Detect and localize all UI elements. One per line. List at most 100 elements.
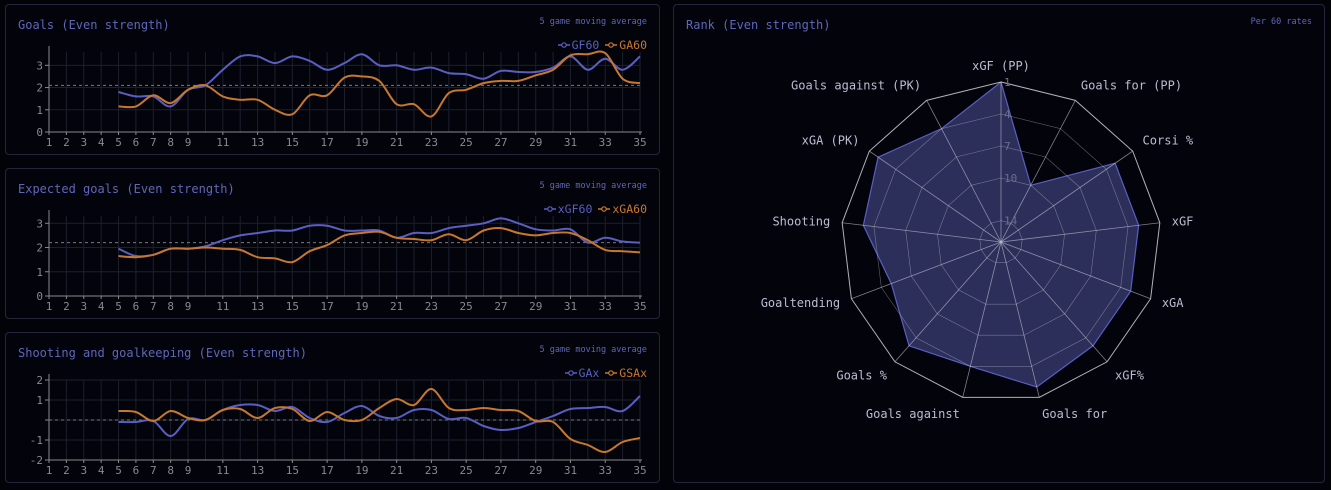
- radar-ring: [905, 145, 1097, 336]
- xgoals-panel-note: 5 game moving average: [539, 181, 647, 191]
- xgoals-panel-title: Expected goals (Even strength): [18, 182, 235, 196]
- series-line-GA60: [118, 50, 641, 118]
- x-tick-label: 31: [564, 136, 577, 149]
- radar-rank-label: 7: [1004, 140, 1011, 153]
- radar-spoke: [869, 150, 1002, 243]
- shooting-legend: GAx GSAx: [559, 366, 647, 380]
- x-tick-label: 35: [633, 300, 646, 313]
- radar-spoke: [926, 100, 1002, 243]
- x-tick-label: 9: [185, 136, 192, 149]
- shooting-panel-note: 5 game moving average: [539, 345, 647, 355]
- legend-swatch: [605, 42, 618, 48]
- radar-axis-label: xGF: [1172, 214, 1194, 228]
- legend-swatch: [598, 206, 611, 212]
- x-tick-label: 21: [390, 300, 403, 313]
- x-tick-label: 29: [529, 136, 542, 149]
- radar-spoke: [1000, 241, 1151, 300]
- x-tick-label: 25: [460, 300, 473, 313]
- x-tick-label: 3: [80, 136, 87, 149]
- radar-axis-label: Corsi %: [1143, 133, 1194, 147]
- x-tick-label: 21: [390, 136, 403, 149]
- radar-axis-label: xGA: [1162, 296, 1184, 310]
- x-tick-label: 2: [63, 464, 70, 477]
- x-tick-label: 13: [251, 300, 264, 313]
- legend-label: GSAx: [619, 366, 647, 380]
- y-tick-label: 0: [36, 290, 43, 303]
- legend-item[interactable]: GAx: [564, 366, 599, 380]
- x-tick-label: 15: [286, 136, 299, 149]
- x-tick-label: 33: [599, 136, 612, 149]
- x-tick-label: 13: [251, 136, 264, 149]
- radar-axis-label: xGA (PK): [802, 133, 860, 147]
- legend-item[interactable]: GF60: [557, 38, 599, 52]
- shooting-panel: Shooting and goalkeeping (Even strength)…: [5, 332, 660, 483]
- legend-swatch: [543, 206, 556, 212]
- x-tick-label: 15: [286, 300, 299, 313]
- x-tick-label: 25: [460, 464, 473, 477]
- x-tick-label: 7: [150, 136, 157, 149]
- x-tick-label: 2: [63, 136, 70, 149]
- radar-axis-label: Goals %: [836, 369, 887, 383]
- radar-spoke: [842, 222, 1002, 243]
- x-tick-label: 29: [529, 464, 542, 477]
- x-tick-label: 11: [216, 136, 229, 149]
- x-tick-label: 33: [599, 464, 612, 477]
- x-tick-label: 31: [564, 464, 577, 477]
- x-tick-label: 3: [80, 300, 87, 313]
- x-tick-label: 23: [425, 136, 438, 149]
- y-tick-label: 0: [36, 126, 43, 139]
- radar-axis-label: xGF (PP): [972, 59, 1030, 73]
- y-tick-label: 2: [36, 242, 43, 255]
- y-tick-label: 1: [36, 266, 43, 279]
- x-tick-label: 6: [133, 136, 140, 149]
- radar-rank-label: 4: [1004, 108, 1011, 121]
- y-tick-label: -2: [30, 454, 43, 467]
- x-tick-label: 33: [599, 300, 612, 313]
- x-tick-label: 23: [425, 300, 438, 313]
- legend-item[interactable]: GSAx: [605, 366, 647, 380]
- x-tick-label: 4: [98, 464, 105, 477]
- x-tick-label: 4: [98, 136, 105, 149]
- radar-ring: [979, 220, 1023, 264]
- legend-swatch: [605, 370, 618, 376]
- legend-item[interactable]: GA60: [605, 38, 647, 52]
- x-tick-label: 35: [633, 464, 646, 477]
- x-tick-label: 27: [494, 300, 507, 313]
- x-tick-label: 17: [320, 300, 333, 313]
- x-tick-label: 3: [80, 464, 87, 477]
- series-line-xGA60: [118, 227, 641, 264]
- xgoals-panel: Expected goals (Even strength) 5 game mo…: [5, 168, 660, 319]
- x-tick-label: 2: [63, 300, 70, 313]
- radar-spoke: [962, 241, 1002, 398]
- x-tick-label: 27: [494, 136, 507, 149]
- x-tick-label: 6: [133, 464, 140, 477]
- radar-spoke: [894, 241, 1002, 363]
- radar-ring: [873, 113, 1129, 367]
- x-tick-label: 5: [115, 136, 122, 149]
- legend-swatch: [564, 370, 577, 376]
- y-tick-label: 2: [36, 82, 43, 95]
- x-tick-label: 19: [355, 464, 368, 477]
- x-tick-label: 19: [355, 300, 368, 313]
- goals-panel: Goals (Even strength) 5 game moving aver…: [5, 4, 660, 155]
- radar-spoke: [851, 241, 1002, 300]
- radar-rank-label: 1: [1004, 76, 1011, 89]
- x-tick-label: 4: [98, 300, 105, 313]
- goals-panel-title: Goals (Even strength): [18, 18, 170, 32]
- goals-legend: GF60 GA60: [552, 38, 647, 52]
- legend-item[interactable]: xGF60: [543, 202, 592, 216]
- x-tick-label: 7: [150, 464, 157, 477]
- shooting-panel-title: Shooting and goalkeeping (Even strength): [18, 346, 307, 360]
- y-tick-label: 1: [36, 394, 43, 407]
- y-tick-label: -1: [30, 434, 43, 447]
- radar-spoke: [1000, 150, 1133, 243]
- x-tick-label: 8: [167, 300, 174, 313]
- series-line-xGF60: [118, 217, 641, 258]
- legend-item[interactable]: xGA60: [598, 202, 647, 216]
- radar-spoke: [1000, 222, 1160, 243]
- legend-label: GA60: [619, 38, 647, 52]
- x-tick-label: 19: [355, 136, 368, 149]
- y-tick-label: 2: [36, 374, 43, 387]
- x-tick-label: 15: [286, 464, 299, 477]
